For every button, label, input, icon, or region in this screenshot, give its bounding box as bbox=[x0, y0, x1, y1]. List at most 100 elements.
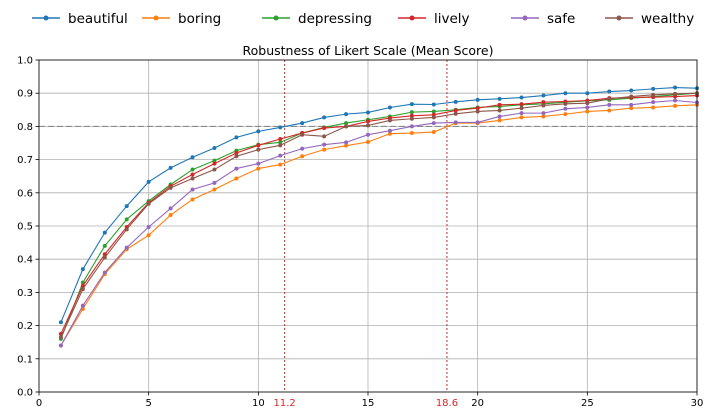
data-point bbox=[278, 140, 283, 145]
data-point bbox=[322, 142, 327, 147]
data-point bbox=[541, 103, 546, 108]
data-point bbox=[497, 114, 502, 119]
data-point bbox=[146, 224, 151, 229]
data-point bbox=[541, 93, 546, 98]
data-point bbox=[344, 112, 349, 117]
y-tick-label: 1.0 bbox=[17, 56, 33, 67]
data-point bbox=[453, 111, 458, 116]
data-point bbox=[519, 111, 524, 116]
data-point bbox=[629, 102, 634, 107]
series-beautiful bbox=[58, 85, 699, 325]
data-point bbox=[673, 91, 678, 96]
y-tick-label: 0.4 bbox=[17, 255, 33, 266]
series-line bbox=[60, 92, 698, 340]
data-point bbox=[146, 179, 151, 184]
data-point bbox=[366, 119, 370, 124]
data-point bbox=[278, 137, 283, 142]
legend-label: depressing bbox=[298, 11, 372, 27]
y-axis: 0.0 0.1 0.2 0.3 0.4 0.5 0.6 0.7 0.8 0.9 1.0 bbox=[17, 56, 39, 399]
data-point bbox=[629, 94, 634, 99]
series-line bbox=[60, 94, 698, 335]
series-group bbox=[58, 85, 699, 348]
x-tick-label: 5 bbox=[145, 398, 151, 409]
legend-marker bbox=[522, 15, 528, 21]
x-tick-label: 20 bbox=[471, 398, 484, 409]
data-point bbox=[431, 115, 436, 120]
data-point bbox=[256, 166, 261, 171]
legend-item-wealthy: wealthy bbox=[605, 11, 694, 27]
data-point bbox=[431, 102, 436, 107]
data-point bbox=[190, 167, 195, 172]
data-point bbox=[497, 108, 502, 113]
data-point bbox=[563, 101, 568, 106]
data-point bbox=[585, 91, 590, 96]
data-point bbox=[322, 115, 327, 120]
data-point bbox=[409, 110, 414, 115]
y-tick-label: 0.6 bbox=[17, 188, 33, 199]
data-point bbox=[234, 154, 239, 159]
legend-item-boring: boring bbox=[142, 11, 221, 27]
data-point bbox=[234, 166, 239, 171]
data-point bbox=[300, 146, 305, 151]
legend-item-depressing: depressing bbox=[262, 11, 372, 27]
data-point bbox=[168, 213, 173, 218]
data-point bbox=[344, 140, 349, 145]
legend-item-safe: safe bbox=[511, 11, 575, 27]
data-point bbox=[651, 86, 656, 91]
data-point bbox=[300, 132, 305, 137]
series-lively bbox=[58, 93, 699, 336]
legend-item-lively: lively bbox=[398, 11, 470, 27]
series-line bbox=[60, 99, 698, 346]
data-point bbox=[409, 131, 414, 136]
legend-item-beautiful: beautiful bbox=[32, 11, 128, 27]
series-boring bbox=[58, 102, 699, 348]
data-point bbox=[519, 115, 524, 120]
data-point bbox=[58, 343, 63, 348]
data-point bbox=[124, 204, 129, 209]
data-point bbox=[475, 106, 480, 111]
data-point bbox=[168, 185, 173, 190]
data-point bbox=[102, 270, 107, 275]
data-point bbox=[278, 162, 283, 167]
data-point bbox=[102, 243, 107, 248]
data-point bbox=[256, 143, 261, 148]
data-point bbox=[541, 111, 546, 116]
data-point bbox=[366, 110, 370, 115]
legend-marker bbox=[616, 15, 622, 21]
data-point bbox=[212, 187, 217, 192]
data-point bbox=[190, 176, 195, 181]
x-tick-label: 0 bbox=[36, 398, 42, 409]
data-point bbox=[497, 118, 502, 123]
data-point bbox=[80, 303, 85, 308]
data-point bbox=[256, 147, 261, 152]
data-point bbox=[168, 165, 173, 170]
data-point bbox=[673, 85, 678, 90]
data-point bbox=[366, 140, 370, 145]
data-point bbox=[58, 320, 63, 325]
y-tick-label: 0.5 bbox=[17, 222, 33, 233]
data-point bbox=[585, 101, 590, 106]
data-point bbox=[541, 100, 546, 105]
data-point bbox=[673, 103, 678, 108]
x-tick-label: 10 bbox=[252, 398, 265, 409]
y-tick-label: 0.1 bbox=[17, 354, 33, 365]
data-point bbox=[607, 108, 612, 113]
data-point bbox=[124, 227, 129, 232]
data-point bbox=[58, 335, 63, 340]
reference-line-label: 11.2 bbox=[274, 398, 296, 409]
data-point bbox=[146, 233, 151, 238]
data-point bbox=[607, 102, 612, 107]
y-tick-label: 0.2 bbox=[17, 321, 33, 332]
data-point bbox=[651, 100, 656, 105]
data-point bbox=[563, 106, 568, 111]
y-tick-label: 0.7 bbox=[17, 155, 33, 166]
data-point bbox=[453, 99, 458, 104]
data-point bbox=[300, 154, 305, 159]
legend-label: beautiful bbox=[68, 11, 128, 27]
x-tick-label: 25 bbox=[581, 398, 594, 409]
data-point bbox=[124, 245, 129, 250]
data-point bbox=[278, 143, 283, 148]
data-point bbox=[212, 180, 217, 185]
